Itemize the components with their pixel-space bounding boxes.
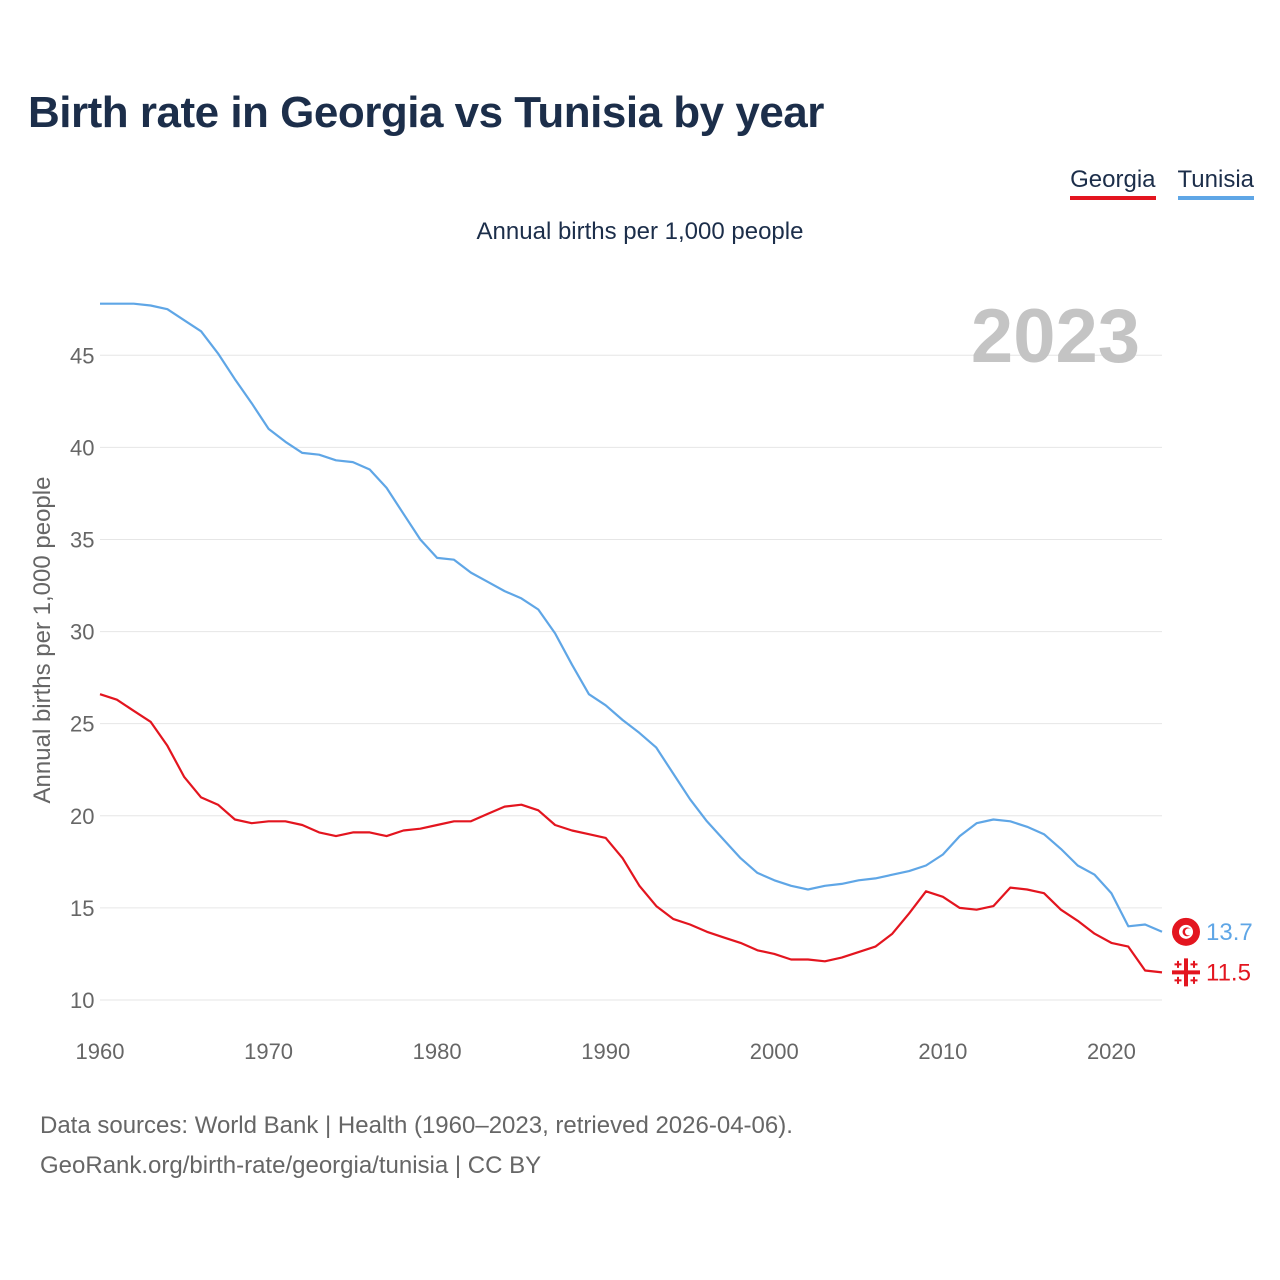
tunisia-flag-crescent-cut: [1185, 928, 1192, 936]
y-tick-label-10: 10: [70, 988, 94, 1013]
legend-item-tunisia[interactable]: Tunisia: [1177, 166, 1254, 200]
x-tick-label-2020: 2020: [1087, 1039, 1136, 1064]
x-tick-label-2010: 2010: [918, 1039, 967, 1064]
series-line-tunisia: [100, 302, 1163, 933]
x-tick-label-1990: 1990: [581, 1039, 630, 1064]
georgia-flag-cross-bar: [1172, 970, 1200, 975]
chart-title: Birth rate in Georgia vs Tunisia by year: [28, 88, 824, 137]
x-tick-label-1980: 1980: [413, 1039, 462, 1064]
legend-item-georgia[interactable]: Georgia: [1070, 166, 1156, 200]
georgia-flag-small-cross-h-2: [1174, 979, 1182, 982]
y-tick-label-20: 20: [70, 804, 94, 829]
series-line-georgia: [99, 693, 1163, 974]
x-tick-label-2000: 2000: [750, 1039, 799, 1064]
y-tick-label-30: 30: [70, 620, 94, 645]
legend: Georgia Tunisia: [1070, 166, 1254, 200]
year-overlay: 2023: [971, 294, 1140, 379]
y-tick-label-40: 40: [70, 435, 94, 460]
y-tick-label-25: 25: [70, 712, 94, 737]
chart-subtitle: Annual births per 1,000 people: [476, 218, 804, 245]
data-source-note: Data sources: World Bank | Health (1960–…: [40, 1112, 793, 1139]
y-tick-label-15: 15: [70, 896, 94, 921]
georgia-flag-small-cross-h-0: [1174, 963, 1182, 966]
y-tick-label-45: 45: [70, 343, 94, 368]
source-url-license: GeoRank.org/birth-rate/georgia/tunisia |…: [40, 1152, 542, 1179]
y-axis-title: Annual births per 1,000 people: [29, 477, 56, 804]
georgia-flag-small-cross-h-3: [1190, 979, 1198, 982]
x-tick-label-1960: 1960: [76, 1039, 125, 1064]
georgia-flag-small-cross-h-1: [1190, 963, 1198, 966]
end-label-tunisia: 13.7: [1206, 919, 1253, 946]
y-tick-label-35: 35: [70, 527, 94, 552]
footer: Data sources: World Bank | Health (1960–…: [40, 1106, 793, 1186]
end-label-georgia: 11.5: [1206, 959, 1251, 986]
x-tick-label-1970: 1970: [244, 1039, 293, 1064]
